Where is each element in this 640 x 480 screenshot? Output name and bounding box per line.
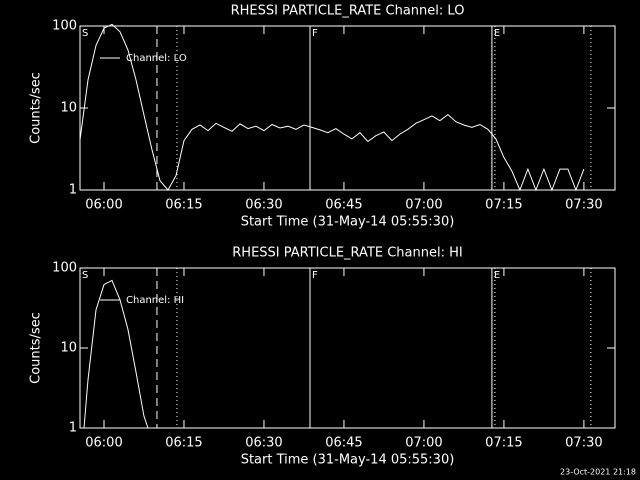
x-tick-label: 07:00 bbox=[405, 436, 442, 451]
chart-title: RHESSI PARTICLE_RATE Channel: LO bbox=[231, 4, 465, 19]
plot-frame bbox=[79, 267, 616, 429]
event-flag: E bbox=[494, 28, 500, 39]
y-tick-label: 10 bbox=[60, 101, 77, 116]
x-tick-label: 07:15 bbox=[485, 198, 522, 213]
x-tick-label: 06:00 bbox=[85, 198, 122, 213]
y-tick-label: 100 bbox=[52, 261, 77, 276]
y-tick-label: 1 bbox=[69, 183, 77, 198]
y-axis-label: Counts/sec bbox=[29, 312, 44, 384]
y-axis-label: Counts/sec bbox=[29, 72, 44, 144]
x-tick-label: 06:15 bbox=[165, 436, 202, 451]
chart-title: RHESSI PARTICLE_RATE Channel: HI bbox=[232, 246, 462, 261]
data-line bbox=[79, 23, 585, 192]
legend-label: Channel: HI bbox=[126, 295, 184, 306]
event-flag: E bbox=[494, 270, 500, 281]
y-tick-label: 10 bbox=[60, 341, 77, 356]
y-tick-label: 100 bbox=[52, 19, 77, 34]
event-flag: F bbox=[312, 270, 318, 281]
plot-frame bbox=[79, 25, 616, 191]
event-flag: S bbox=[82, 270, 88, 281]
x-tick-label: 07:30 bbox=[565, 198, 602, 213]
legend-label: Channel: LO bbox=[126, 53, 187, 64]
x-tick-label: 06:30 bbox=[245, 198, 282, 213]
x-tick-label: 06:45 bbox=[325, 198, 362, 213]
event-flag: S bbox=[82, 28, 88, 39]
data-line bbox=[83, 279, 149, 429]
x-tick-label: 06:15 bbox=[165, 198, 202, 213]
x-tick-label: 07:00 bbox=[405, 198, 442, 213]
x-tick-label: 06:45 bbox=[325, 436, 362, 451]
x-tick-label: 06:00 bbox=[85, 436, 122, 451]
x-axis-label: Start Time (31-May-14 05:55:30) bbox=[241, 215, 455, 230]
footer-timestamp: 23-Oct-2021 21:18 bbox=[560, 468, 636, 477]
y-tick-label: 1 bbox=[69, 421, 77, 436]
x-tick-label: 07:30 bbox=[565, 436, 602, 451]
x-axis-label: Start Time (31-May-14 05:55:30) bbox=[241, 453, 455, 468]
x-tick-label: 07:15 bbox=[485, 436, 522, 451]
event-flag: F bbox=[312, 28, 318, 39]
x-tick-label: 06:30 bbox=[245, 436, 282, 451]
